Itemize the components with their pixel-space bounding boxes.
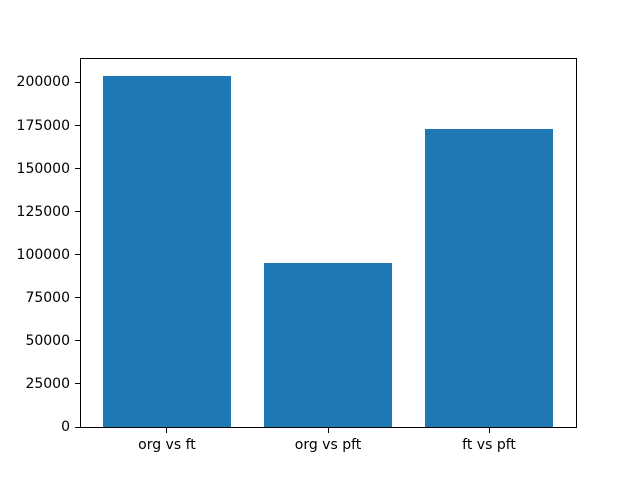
x-tick-label: org vs ft xyxy=(138,437,196,453)
y-tick-mark xyxy=(75,125,80,127)
y-tick-label: 175000 xyxy=(16,117,70,134)
y-tick-label: 100000 xyxy=(16,246,70,263)
y-tick-label: 125000 xyxy=(16,203,70,220)
x-tick-mark xyxy=(327,428,329,433)
bar-ft-vs-pft xyxy=(424,128,554,427)
y-tick-label: 0 xyxy=(61,419,70,435)
y-tick-label: 50000 xyxy=(25,332,70,349)
x-tick-mark xyxy=(166,428,168,433)
y-tick-mark xyxy=(75,211,80,213)
y-tick-mark xyxy=(75,340,80,342)
x-tick-mark xyxy=(488,428,490,433)
x-tick-label: ft vs pft xyxy=(462,437,516,453)
y-tick-mark xyxy=(75,297,80,299)
y-tick-mark xyxy=(75,426,80,428)
y-tick-label: 75000 xyxy=(25,289,70,306)
y-tick-mark xyxy=(75,81,80,83)
bar-org-vs-pft xyxy=(263,263,393,427)
y-tick-label: 200000 xyxy=(16,74,70,91)
y-tick-label: 25000 xyxy=(25,375,70,392)
bar-org-vs-ft xyxy=(102,75,232,427)
y-tick-mark xyxy=(75,254,80,256)
y-tick-mark xyxy=(75,383,80,385)
x-tick-label: org vs pft xyxy=(294,437,362,453)
y-tick-mark xyxy=(75,168,80,170)
y-tick-label: 150000 xyxy=(16,160,70,177)
